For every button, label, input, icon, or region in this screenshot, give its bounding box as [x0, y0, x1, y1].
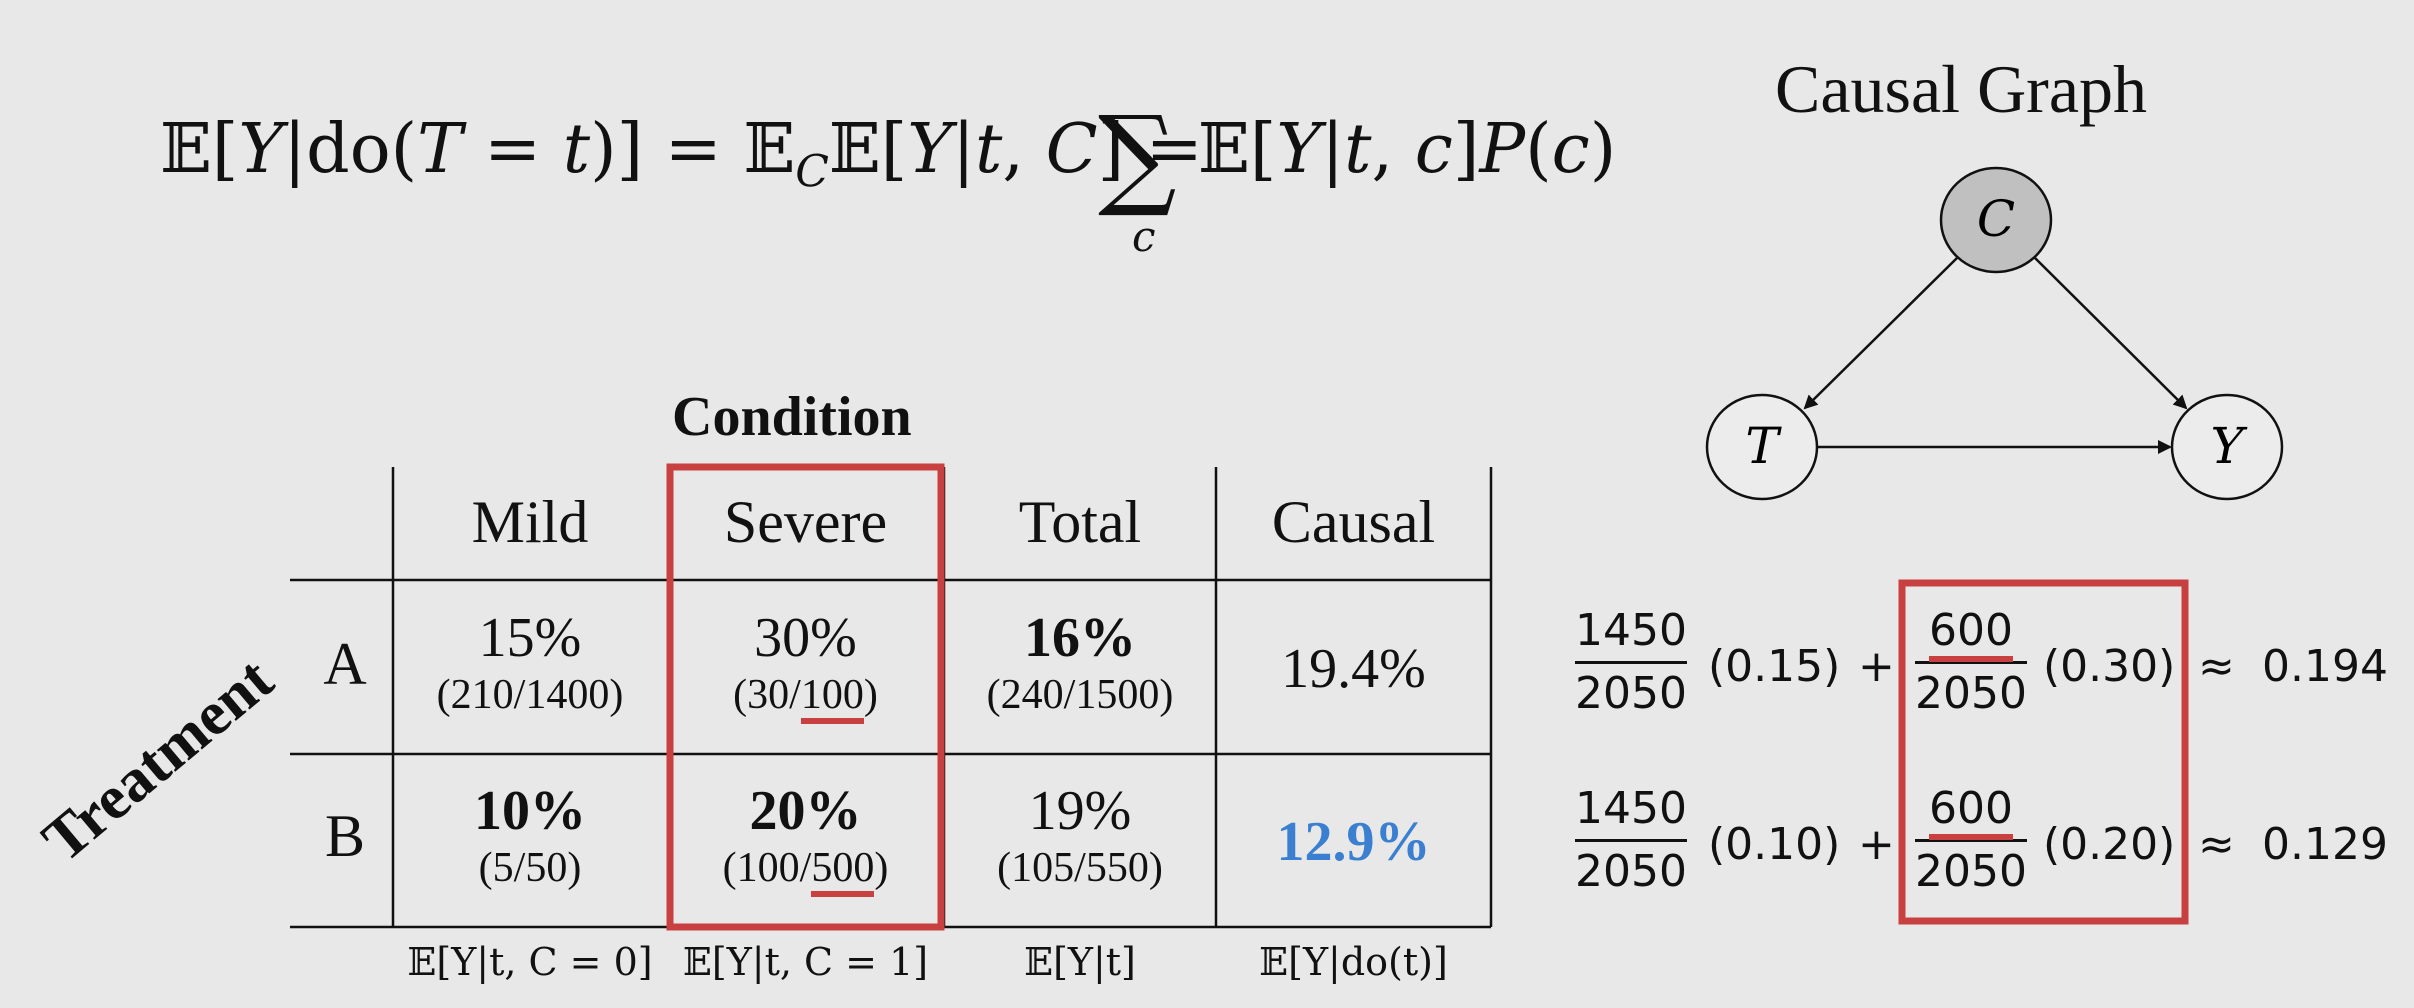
calc-a-frac2: 600 2050 — [1915, 605, 2027, 719]
row-label-a: A — [323, 631, 367, 697]
summation-sign: ∑ — [1098, 92, 1177, 220]
graph-title: Causal Graph — [1775, 51, 2148, 127]
footer-mild: 𝔼[Y|t, C = 0] — [407, 940, 653, 984]
row-label-b: B — [324, 803, 366, 869]
calc-b-v1: (0.10) — [1708, 819, 1841, 870]
calc-b-frac2: 600 2050 — [1915, 783, 2027, 897]
calc-a-v1: (0.15) — [1708, 641, 1841, 692]
edge-c-to-t — [1803, 256, 1959, 410]
cell-b-severe: 20% (100/500) — [670, 779, 941, 897]
cell-a-mild: 15% (210/1400) — [436, 607, 624, 718]
calc-b-plus: + — [1858, 819, 1895, 870]
cell-b-total: 19% (105/550) — [997, 780, 1163, 891]
footer-total: 𝔼[Y|t] — [1024, 940, 1136, 984]
calc-a-plus: + — [1858, 641, 1895, 692]
header-severe: Severe — [723, 489, 888, 555]
header-mild: Mild — [471, 489, 589, 555]
calc-b-v2: (0.20) — [2043, 819, 2176, 870]
calc-b-frac1: 1450 2050 — [1575, 783, 1687, 897]
node-t-label: T — [1745, 417, 1782, 475]
causal-graph: C T Y — [1705, 166, 2284, 501]
footer-causal: 𝔼[Y|do(t)] — [1259, 940, 1448, 984]
cell-b-mild: 10% (5/50) — [474, 780, 586, 891]
calc-b-result: 0.129 — [2262, 819, 2388, 870]
summation-index: c — [1132, 212, 1156, 261]
node-t — [1705, 393, 1819, 501]
cell-a-total: 16% (240/1500) — [986, 607, 1174, 718]
node-c-label: C — [1977, 190, 2015, 248]
calc-b-approx: ≈ — [2198, 819, 2235, 870]
cell-a-causal: 19.4% — [1281, 638, 1426, 700]
condition-title: Condition — [672, 386, 912, 448]
calc-a-frac1: 1450 2050 — [1575, 605, 1687, 719]
edge-c-to-y — [2033, 256, 2188, 410]
calc-a-result: 0.194 — [2262, 641, 2388, 692]
causal-adjustment-formula: 𝔼[Y|do(T = t)] = 𝔼C𝔼[Y|t, C] = — [160, 110, 1203, 198]
severe-highlight-box — [666, 463, 945, 931]
node-y-label: Y — [2210, 417, 2247, 475]
cell-b-causal: 12.9% — [1276, 811, 1431, 873]
formula-rhs: 𝔼[Y|t, c]P(c) — [1198, 110, 1617, 189]
calc-a-approx: ≈ — [2198, 641, 2235, 692]
header-total: Total — [1018, 489, 1142, 555]
node-c — [1939, 166, 2053, 274]
footer-severe: 𝔼[Y|t, C = 1] — [682, 940, 929, 984]
node-y — [2170, 393, 2284, 501]
header-causal: Causal — [1271, 489, 1436, 555]
calc-a-v2: (0.30) — [2043, 641, 2176, 692]
cell-a-severe: 30% (30/100) — [670, 606, 941, 724]
